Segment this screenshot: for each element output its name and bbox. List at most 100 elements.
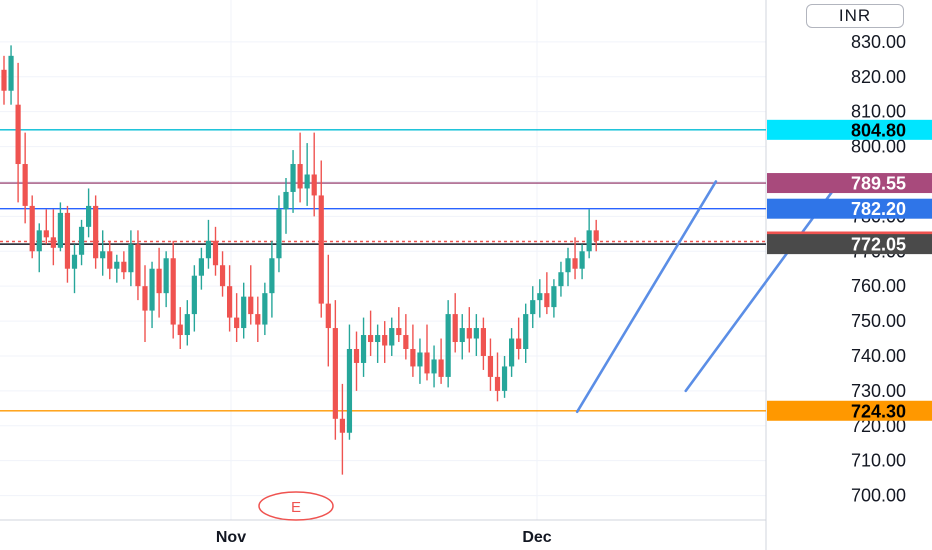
candle: [501, 355, 508, 398]
y-tick-label: 750.00: [851, 311, 906, 331]
candle: [22, 132, 28, 224]
candle: [177, 307, 183, 349]
candle: [360, 317, 367, 377]
candle: [71, 244, 78, 294]
candle: [114, 254, 120, 283]
candle: [163, 251, 169, 308]
candle: [389, 317, 395, 356]
candle: [297, 132, 303, 203]
candle: [410, 324, 416, 377]
candles: [1, 45, 599, 475]
channel-upper-line[interactable]: [575, 180, 718, 414]
candle: [565, 247, 571, 287]
candle: [346, 324, 353, 440]
candle: [57, 202, 63, 252]
candle: [509, 328, 515, 377]
candle: [170, 240, 176, 339]
candle: [494, 352, 501, 402]
candle: [93, 195, 99, 269]
x-tick-label: Nov: [216, 529, 246, 546]
svg-text:772.05: 772.05: [851, 235, 906, 255]
y-tick-label: 760.00: [851, 276, 906, 296]
price-tag[interactable]: 789.55: [767, 173, 932, 194]
candle: [135, 230, 141, 301]
candle: [64, 205, 71, 283]
candle: [403, 314, 409, 360]
candle: [325, 254, 331, 367]
candle: [43, 209, 49, 245]
candle: [241, 282, 247, 339]
candle: [290, 150, 296, 213]
candle: [579, 244, 585, 280]
x-tick-label: Dec: [522, 529, 551, 546]
y-tick-label: 800.00: [851, 137, 906, 157]
candle: [431, 345, 437, 388]
candle: [100, 230, 106, 276]
event-marker-label: E: [291, 499, 301, 516]
svg-text:789.55: 789.55: [851, 174, 906, 194]
event-marker[interactable]: E: [258, 491, 334, 521]
candle: [269, 240, 275, 318]
candle: [523, 303, 529, 363]
candle: [593, 219, 599, 252]
y-tick-label: 820.00: [851, 67, 906, 87]
candle: [156, 247, 162, 318]
price-tag[interactable]: 782.20: [767, 198, 932, 220]
candle: [149, 261, 155, 329]
candle: [473, 314, 479, 356]
candle: [234, 293, 240, 343]
candle: [36, 223, 42, 273]
candle: [452, 293, 458, 353]
candle: [184, 300, 190, 346]
grid: [0, 0, 767, 550]
y-tick-label: 720.00: [851, 416, 906, 436]
candle: [530, 286, 536, 329]
candle: [424, 324, 430, 381]
trend-channel: [575, 180, 836, 414]
candle: [551, 279, 557, 318]
candle: [219, 251, 226, 297]
candle: [8, 45, 14, 105]
y-tick-label: 740.00: [851, 346, 906, 366]
candle: [248, 265, 254, 325]
svg-text:804.80: 804.80: [851, 120, 906, 140]
channel-lower-line[interactable]: [684, 187, 836, 393]
y-tick-label: 810.00: [851, 102, 906, 122]
candle: [516, 317, 522, 360]
candle: [417, 338, 423, 384]
candle: [537, 279, 543, 318]
price-tag[interactable]: 804.80: [767, 119, 932, 141]
candle: [50, 209, 56, 266]
horizontal-levels: [0, 129, 766, 412]
svg-text:782.20: 782.20: [851, 199, 906, 219]
candle: [396, 307, 402, 343]
candle: [142, 265, 148, 343]
candle: [438, 338, 444, 384]
candle: [107, 240, 113, 280]
candle: [368, 310, 374, 356]
candle: [445, 300, 451, 388]
candle: [212, 226, 219, 276]
currency-badge[interactable]: INR: [806, 4, 904, 28]
candle: [332, 300, 338, 440]
candle: [480, 317, 486, 370]
candle: [487, 338, 494, 391]
candle: [276, 195, 282, 273]
candle: [544, 272, 550, 315]
candle: [86, 188, 92, 238]
candle: [29, 195, 35, 259]
candle: [78, 219, 85, 266]
candle: [572, 237, 578, 280]
candle: [586, 209, 592, 259]
price-tag[interactable]: 724.30: [767, 400, 932, 422]
candle: [558, 261, 564, 297]
candle: [304, 143, 310, 206]
svg-text:724.30: 724.30: [851, 401, 906, 421]
y-tick-label: 710.00: [851, 451, 906, 471]
candle: [128, 230, 134, 287]
y-tick-label: 700.00: [851, 486, 906, 506]
candle: [262, 282, 268, 336]
price-tag[interactable]: 772.05: [767, 234, 932, 255]
